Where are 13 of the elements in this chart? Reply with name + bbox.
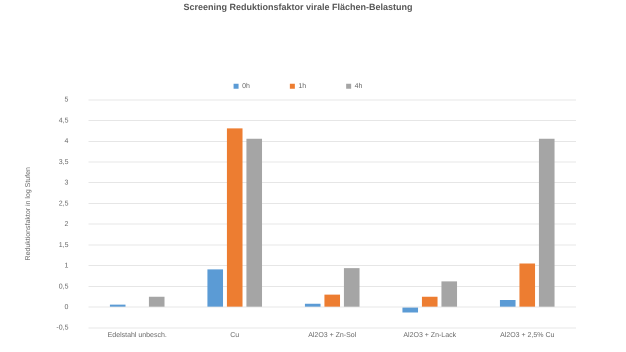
bar	[422, 296, 438, 307]
bar	[148, 296, 165, 307]
bar	[500, 300, 516, 307]
bar	[519, 264, 536, 307]
bar	[538, 138, 555, 307]
bar	[226, 128, 243, 307]
chart-title: Screening Reduktionsfaktor virale Flächen-Belastung	[183, 2, 413, 12]
bar	[324, 294, 340, 307]
bar	[207, 269, 224, 307]
bar	[402, 308, 418, 312]
bar	[344, 268, 360, 307]
bar	[246, 138, 262, 307]
bar	[441, 281, 458, 307]
